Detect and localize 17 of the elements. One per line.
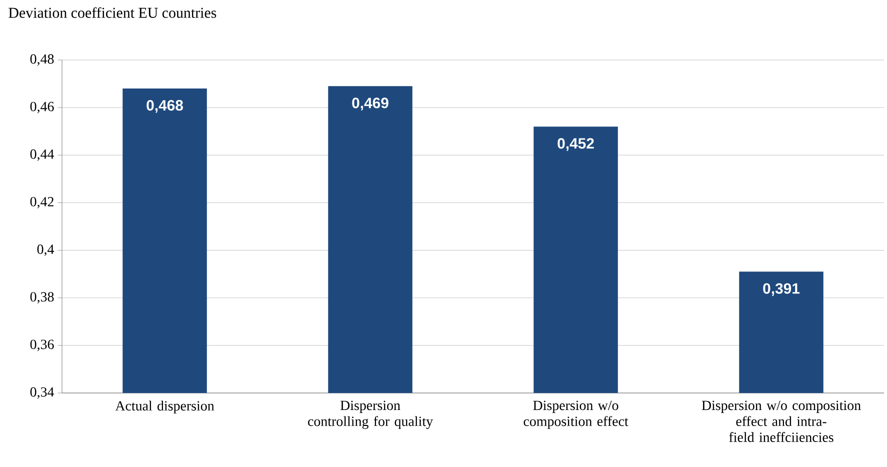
x-tick-label: Dispersion controlling for quality [308,400,433,429]
data-label: 0,391 [763,283,800,296]
x-tick-label: Dispersion w/o composition effect [524,400,628,429]
y-tick-label: 0,48 [30,54,54,66]
data-label: 0,452 [558,138,594,151]
data-label: 0,468 [146,100,183,113]
data-label: 0,469 [352,98,388,110]
x-tick-label: Actual dispersion [115,400,214,414]
y-tick-label: 0,34 [30,387,54,399]
y-tick-label: 0,4 [37,244,54,256]
y-tick-label: 0,46 [30,102,54,114]
y-tick-label: 0,36 [30,340,54,352]
y-tick-label: 0,42 [30,196,54,208]
x-tick-label: Dispersion w/o composition effect and intra-field ineffciiencies [702,400,861,442]
y-tick-label: 0,44 [30,149,54,161]
y-tick-label: 0,38 [30,292,54,304]
chart-title: Deviation coefficient EU countries [8,7,216,18]
